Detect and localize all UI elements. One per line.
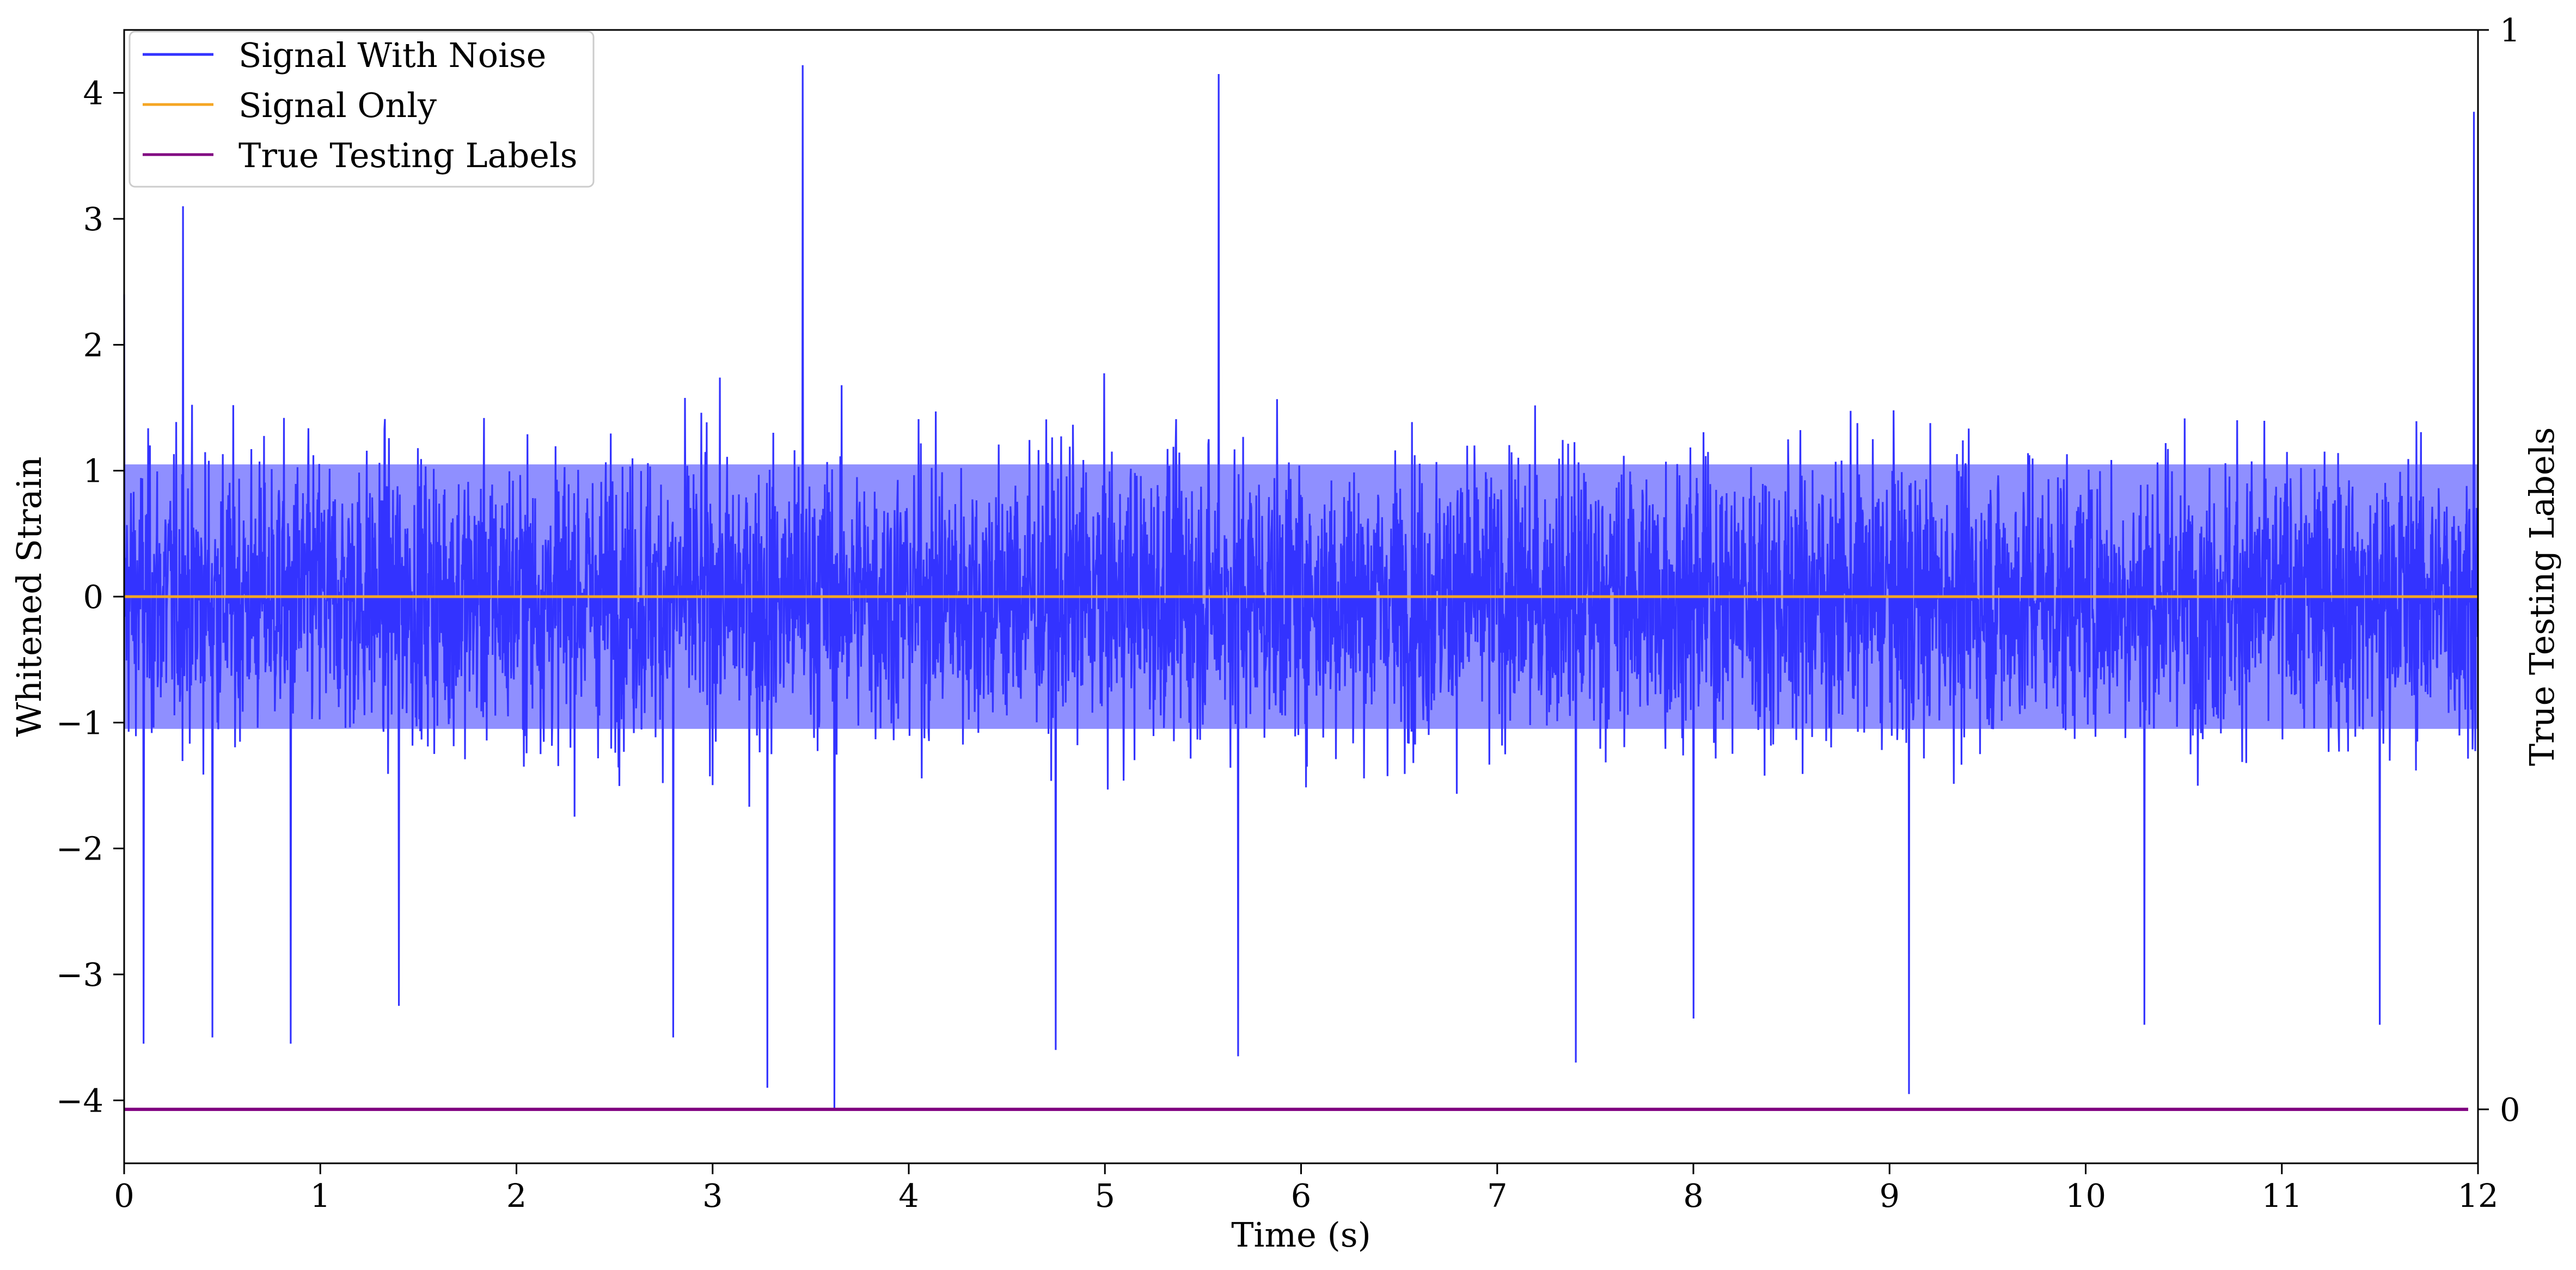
y-tick-label: 3	[83, 200, 103, 238]
x-tick-label: 2	[506, 1177, 527, 1214]
x-tick-label: 0	[114, 1177, 134, 1214]
legend-box	[129, 30, 595, 188]
y-tick-label: 0	[83, 578, 103, 616]
x-axis: 0 1 2 3 4 5 6 7 8 9 10 11 12	[114, 1163, 2499, 1214]
x-tick-label: 12	[2457, 1177, 2498, 1214]
y-tick-label: −1	[56, 704, 103, 741]
y-tick-label: 4	[83, 75, 103, 112]
x-tick-label: 6	[1291, 1177, 1312, 1214]
y-tick-label: −2	[56, 830, 103, 868]
y-axis-right: 10	[2478, 11, 2520, 1128]
y-tick-label: −4	[56, 1082, 103, 1119]
signal-with-noise-series	[123, 65, 2479, 1111]
x-tick-label: 5	[1094, 1177, 1115, 1214]
y-tick-label: 2	[83, 326, 103, 364]
y2-tick-label: 1	[2500, 11, 2520, 49]
x-tick-label: 7	[1487, 1177, 1508, 1214]
x-tick-label: 3	[702, 1177, 723, 1214]
y-axis-title: Whitened Strain	[9, 457, 49, 737]
signal-with-noise-line	[123, 65, 2479, 1111]
legend: Signal With Noise Signal Only True Testi…	[129, 30, 595, 188]
x-tick-label: 10	[2065, 1177, 2106, 1214]
x-tick-label: 4	[898, 1177, 919, 1214]
x-tick-label: 8	[1683, 1177, 1704, 1214]
y2-axis-title: True Testing Labels	[2522, 427, 2562, 766]
x-axis-title: Time (s)	[1231, 1215, 1371, 1255]
legend-label-signal-with-noise: Signal With Noise	[238, 35, 546, 75]
y-tick-label: −3	[56, 956, 103, 993]
legend-label-true-testing-labels: True Testing Labels	[238, 136, 578, 175]
x-tick-label: 9	[1879, 1177, 1900, 1214]
x-tick-label: 11	[2261, 1177, 2302, 1214]
y-axis-left: 4 3 2 1 0 −1 −2 −3 −4	[56, 75, 124, 1119]
legend-label-signal-only: Signal Only	[238, 85, 437, 125]
y-tick-label: 1	[83, 452, 103, 490]
y2-tick-label: 0	[2500, 1091, 2520, 1128]
x-tick-label: 1	[310, 1177, 331, 1214]
